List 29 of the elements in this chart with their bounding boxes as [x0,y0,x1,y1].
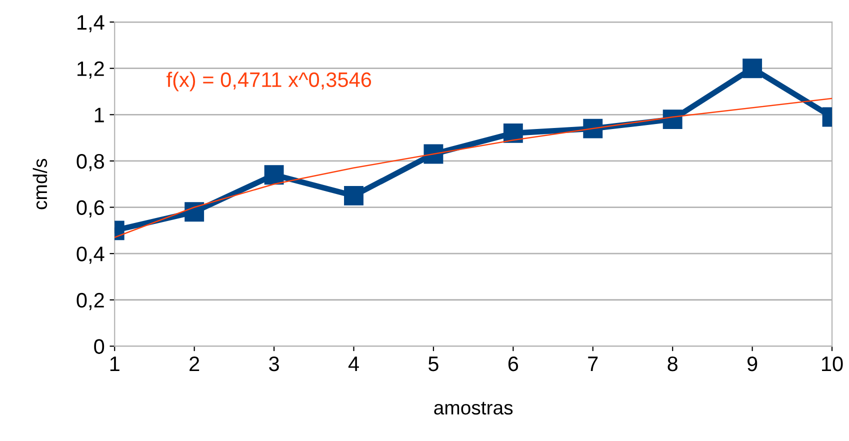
x-tick-label: 9 [747,356,758,372]
point [583,118,603,138]
y-tick-label: 1,2 [78,61,104,79]
x-tick-label: 5 [428,356,438,372]
point [503,123,523,143]
point [742,58,762,78]
y-tick-label: 1 [94,108,104,122]
y-tick-label: 1,4 [78,15,104,32]
x-tick-label: 4 [348,356,359,372]
x-tick-label: 10 [822,356,843,372]
x-tick-label: 7 [588,356,598,372]
y-tick-label: 0,2 [76,292,104,310]
annotation: f(x) = 0,4711 x^0,3546 [166,72,372,92]
point [344,186,364,206]
x-tick-label: 2 [190,356,200,372]
x-tick-label: 6 [508,356,518,372]
y-axis-title: cmd/s [32,158,48,210]
y-tick-label: 0,4 [76,246,104,264]
point [662,110,682,130]
point [184,202,204,222]
y-tick-label: 0,6 [76,200,104,218]
x-tick-label: 8 [668,356,678,372]
y-tick-label: 0 [94,339,104,354]
x-axis-title: amostras [434,402,513,415]
point [424,144,444,164]
x-tick-label: 3 [269,356,279,372]
point [264,165,284,185]
y-tick-label: 0,8 [76,154,104,172]
x-tick-label: 1 [110,356,120,372]
